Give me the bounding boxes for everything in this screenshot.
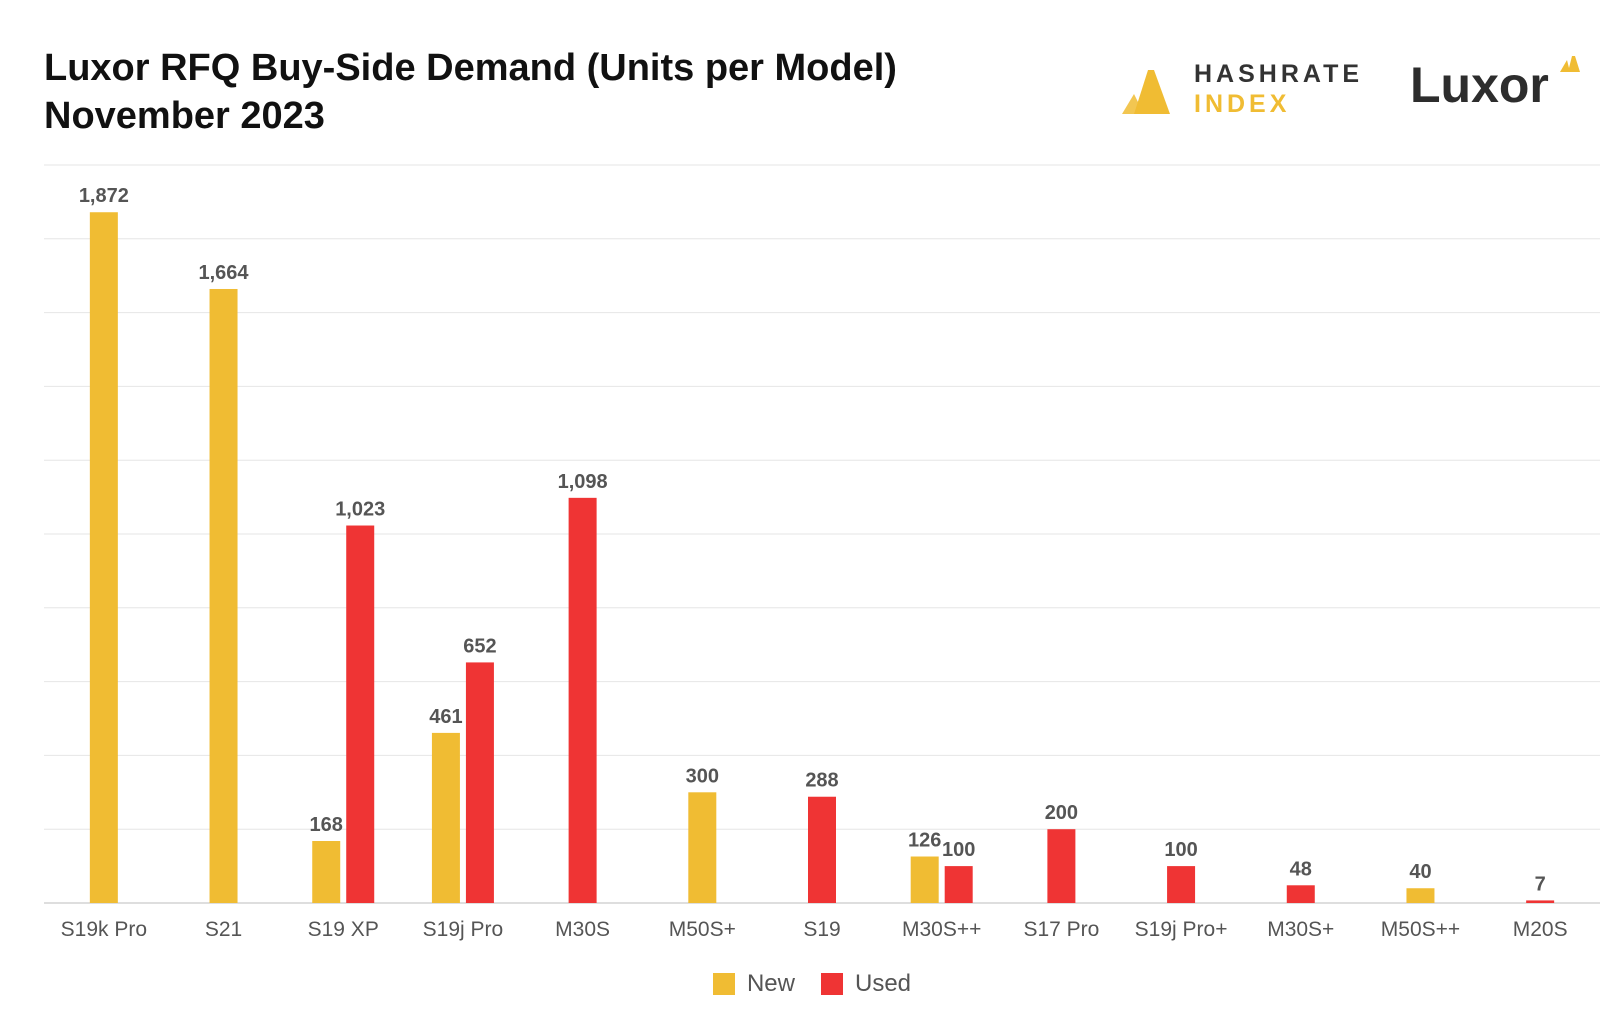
hashrate-logo-text: HASHRATE (1194, 60, 1364, 88)
data-label: 200 (1045, 802, 1078, 824)
data-label: 48 (1290, 858, 1312, 880)
index-logo-text: INDEX (1194, 90, 1291, 118)
bar-used-s19j-pro[interactable] (465, 662, 494, 903)
data-label: 1,872 (79, 185, 129, 207)
legend-swatch-new (712, 973, 735, 995)
x-tick-label: S19 (803, 918, 840, 941)
bar-new-s19j-pro[interactable] (431, 732, 460, 903)
legend-label-new: New (746, 970, 795, 997)
bar-used-m20s[interactable] (1526, 900, 1555, 903)
x-tick-label: S19j Pro (423, 918, 504, 941)
x-tick-label: S17 Pro (1023, 918, 1099, 941)
data-label: 300 (686, 765, 719, 787)
bar-new-m50s-[interactable] (688, 792, 717, 903)
luxor-mark-icon (1560, 56, 1580, 72)
legend-item-new[interactable]: New (712, 970, 795, 998)
legend-label-used: Used (854, 970, 912, 997)
data-label: 168 (310, 814, 343, 836)
bar-used-s19j-pro-[interactable] (1167, 866, 1196, 903)
bar-used-m30s[interactable] (568, 497, 597, 903)
hashrate-index-mark-icon (1122, 70, 1170, 114)
data-label: 1,023 (335, 499, 385, 521)
legend-item-used[interactable]: Used (820, 970, 912, 998)
bar-new-s19k-pro[interactable] (89, 212, 118, 903)
data-label: 288 (805, 770, 838, 792)
bar-used-m30s-[interactable] (944, 866, 973, 903)
bar-used-s19-xp[interactable] (346, 525, 375, 903)
data-label: 40 (1409, 861, 1431, 883)
x-tick-label: M50S++ (1381, 918, 1460, 941)
legend: New Used (0, 970, 1624, 998)
x-tick-label: S21 (205, 918, 242, 941)
data-label: 461 (429, 706, 462, 728)
x-tick-label: S19j Pro+ (1135, 918, 1228, 941)
data-label: 7 (1535, 873, 1546, 895)
title-line-1: Luxor RFQ Buy-Side Demand (Units per Mod… (44, 47, 897, 89)
data-label: 100 (1164, 839, 1197, 861)
bar-used-s19[interactable] (808, 796, 836, 903)
bar-new-s19-xp[interactable] (312, 841, 341, 903)
x-tick-label: M50S+ (669, 918, 736, 941)
data-label: 126 (908, 830, 941, 852)
bar-new-m50s-[interactable] (1406, 888, 1435, 903)
title-line-2: November 2023 (44, 95, 325, 137)
bar-used-s17-pro[interactable] (1047, 829, 1076, 903)
chart-title: Luxor RFQ Buy-Side Demand (Units per Mod… (44, 44, 897, 140)
luxor-logo-text: Luxor (1410, 57, 1549, 113)
bar-new-s21[interactable] (209, 288, 238, 903)
x-tick-label: S19k Pro (61, 918, 147, 941)
legend-swatch-used (820, 973, 843, 995)
data-label: 100 (942, 839, 975, 861)
bar-new-m30s-[interactable] (910, 856, 939, 903)
x-tick-label: M30S (555, 918, 610, 941)
x-tick-label: M30S++ (902, 918, 981, 941)
x-tick-label: S19 XP (308, 918, 379, 941)
bar-used-m30s-[interactable] (1286, 885, 1315, 903)
data-label: 1,664 (199, 262, 250, 284)
x-tick-label: M20S (1513, 918, 1568, 941)
luxor-logo: Luxor (1410, 50, 1590, 120)
data-label: 1,098 (558, 471, 608, 493)
x-tick-label: M30S+ (1267, 918, 1334, 941)
data-label: 652 (463, 635, 496, 657)
hashrate-index-logo: HASHRATE INDEX (1114, 56, 1364, 126)
